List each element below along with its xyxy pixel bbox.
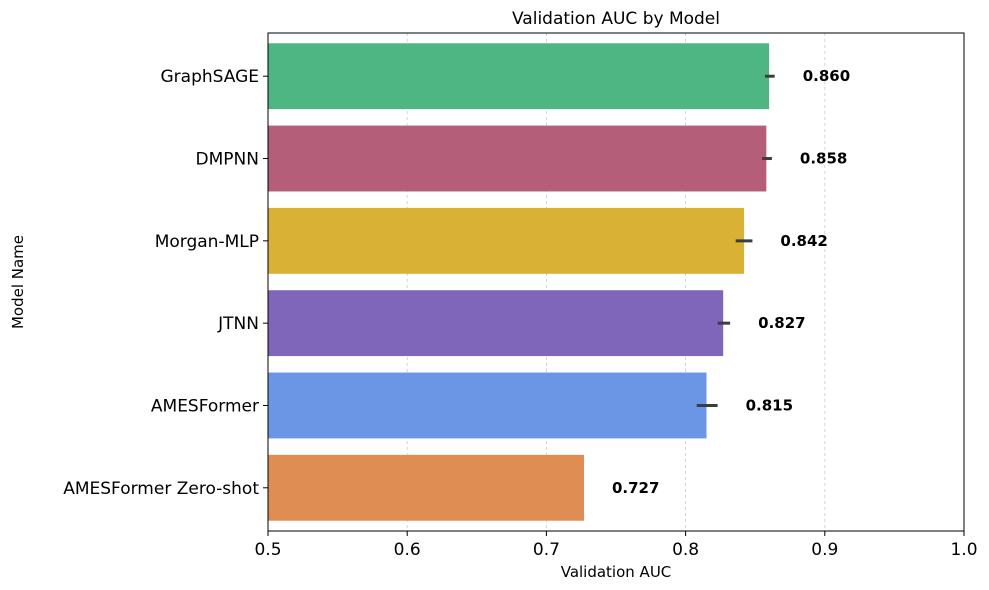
category-label: AMESFormer (151, 396, 259, 416)
error-bars (696, 74, 775, 407)
category-label: JTNN (217, 314, 259, 334)
bar (268, 125, 767, 192)
bar (268, 43, 770, 110)
bar (268, 207, 745, 274)
category-label: GraphSAGE (161, 67, 260, 87)
bar (268, 290, 724, 357)
value-label: 0.842 (780, 232, 827, 250)
bar (268, 372, 707, 439)
value-label: 0.858 (800, 150, 847, 168)
plot-frame (267, 32, 965, 532)
x-tick-label: 0.8 (672, 540, 699, 560)
x-tick-label: 1.0 (950, 540, 977, 560)
value-label: 0.827 (758, 314, 805, 332)
x-tick-label: 0.5 (254, 540, 281, 560)
value-labels: 0.860 0.858 0.842 0.827 0.815 0.727 (612, 67, 850, 497)
bars (268, 43, 770, 521)
x-tick-label: 0.6 (394, 540, 421, 560)
category-label: Morgan-MLP (155, 232, 259, 252)
chart-title: Validation AUC by Model (512, 9, 720, 29)
category-label: AMESFormer Zero-shot (63, 479, 259, 499)
y-axis-categories: GraphSAGE DMPNN Morgan-MLP JTNN AMESFormer AM… (63, 67, 268, 499)
value-label: 0.727 (612, 479, 659, 497)
x-tick-label: 0.7 (533, 540, 560, 560)
value-label: 0.860 (803, 67, 850, 85)
bar (268, 454, 584, 521)
x-axis-ticks: 0.5 0.6 0.7 0.8 0.9 1.0 (254, 531, 978, 560)
x-tick-label: 0.9 (811, 540, 838, 560)
y-axis-title: Model Name (9, 235, 27, 329)
x-axis-title: Validation AUC (561, 563, 672, 581)
category-label: DMPNN (196, 150, 259, 170)
value-label: 0.815 (746, 396, 793, 414)
